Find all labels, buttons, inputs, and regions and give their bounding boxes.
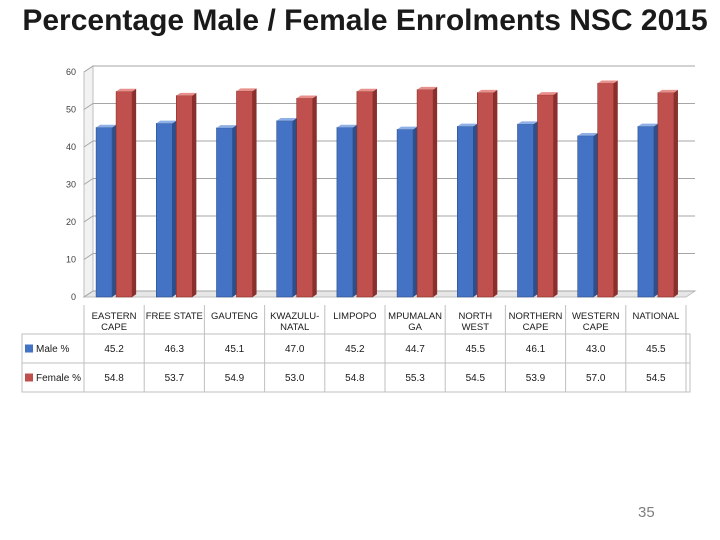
data-label: 45.1 [225, 344, 245, 355]
legend-label: Male % [36, 344, 69, 355]
data-label: 47.0 [285, 344, 305, 355]
legend-swatch [25, 344, 33, 353]
x-tick-label: KWAZULU-NATAL [270, 311, 319, 333]
data-label: 54.9 [225, 373, 245, 384]
bar-male [456, 123, 478, 298]
page-title: Percentage Male / Female Enrolments NSC … [22, 4, 708, 37]
data-label: 54.5 [466, 373, 486, 384]
data-label: 53.7 [165, 373, 185, 384]
bar-male [517, 121, 538, 298]
data-label: 53.9 [526, 373, 546, 384]
data-label: 57.0 [586, 373, 606, 384]
x-tick-label: EASTERN CAPE [92, 311, 137, 333]
data-label: 45.5 [466, 344, 486, 355]
bar-female [176, 92, 197, 298]
data-label: 44.7 [405, 344, 425, 355]
data-label: 54.5 [646, 373, 666, 384]
x-tick-label: MPUMALAN GA [388, 311, 442, 333]
bar-female [597, 80, 618, 298]
x-tick-label: GAUTENG [211, 311, 258, 322]
bar-female [356, 88, 377, 298]
y-tick-label: 30 [66, 180, 76, 190]
legend-label: Female % [36, 373, 81, 384]
legend-swatch [25, 373, 33, 382]
x-tick-label: LIMPOPO [333, 311, 376, 322]
data-label: 46.3 [165, 344, 185, 355]
data-label: 53.0 [285, 373, 305, 384]
bar-female [657, 89, 678, 298]
bar-male [95, 124, 117, 298]
y-tick-label: 50 [66, 105, 76, 115]
x-tick-label: NORTH WEST [458, 311, 492, 333]
bar-male [336, 124, 357, 298]
bar-female [416, 86, 438, 298]
data-label: 45.2 [345, 344, 365, 355]
bar-male [156, 120, 177, 298]
bar-male [637, 123, 658, 298]
x-tick-label: WESTERN CAPE [572, 311, 620, 333]
data-label: 45.2 [104, 344, 124, 355]
bar-male [396, 126, 418, 298]
y-tick-label: 0 [71, 292, 76, 302]
data-label: 43.0 [586, 344, 606, 355]
x-tick-label: NORTHERN CAPE [509, 311, 563, 333]
bar-female [115, 88, 137, 298]
data-label: 55.3 [405, 373, 425, 384]
bar-male [577, 133, 598, 298]
y-tick-label: 20 [66, 217, 76, 227]
y-tick-label: 40 [66, 142, 76, 152]
bar-female [476, 89, 498, 298]
bar-female [296, 95, 317, 298]
data-label: 45.5 [646, 344, 666, 355]
bar-female [236, 88, 257, 298]
page-number: 35 [638, 504, 655, 521]
bar-male [216, 125, 237, 298]
y-tick-label: 60 [66, 67, 76, 77]
y-tick-label: 10 [66, 255, 76, 265]
bar-female [537, 92, 558, 298]
data-label: 46.1 [526, 344, 546, 355]
bar-male [276, 118, 297, 298]
data-label: 54.8 [104, 373, 124, 384]
data-label: 54.8 [345, 373, 365, 384]
gridline [83, 65, 695, 73]
x-tick-label: NATIONAL [632, 311, 679, 322]
x-tick-label: FREE STATE [146, 311, 203, 322]
